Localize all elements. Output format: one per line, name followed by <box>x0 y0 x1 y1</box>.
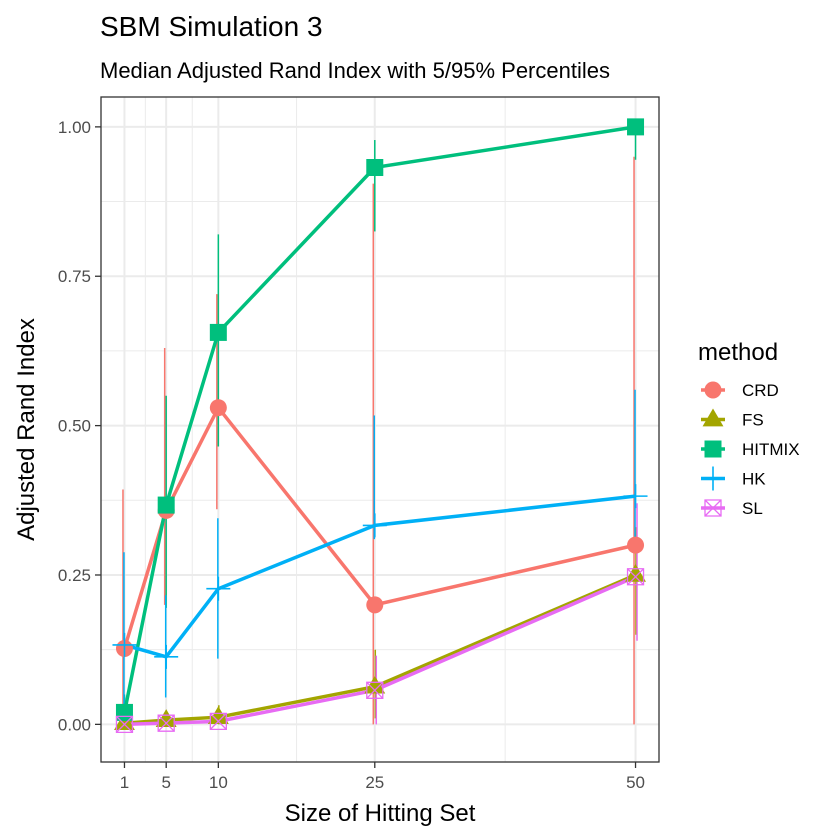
hitmix-point <box>627 118 645 136</box>
fs-point <box>155 709 177 727</box>
legend-crd-key <box>704 381 722 399</box>
fs-point <box>625 563 646 582</box>
hitmix-point <box>209 323 227 341</box>
legend-hk-key <box>701 466 725 491</box>
hk-point <box>112 632 137 657</box>
fs-point <box>114 712 135 730</box>
sl-point <box>209 712 227 731</box>
x-tick-label: 50 <box>626 773 645 792</box>
sl-point <box>115 715 134 734</box>
legend-crd-label: CRD <box>742 381 779 400</box>
sl-point <box>626 568 645 586</box>
legend-hitmix-label: HITMIX <box>742 440 800 459</box>
y-tick-label: 0.75 <box>58 267 91 286</box>
sl-point <box>366 681 384 699</box>
x-axis-title: Size of Hitting Set <box>285 800 476 827</box>
hitmix-point <box>366 159 384 177</box>
hk-point <box>206 576 231 601</box>
legend-fs-label: FS <box>742 411 764 430</box>
fs-point <box>207 706 229 725</box>
legend-fs-key <box>702 408 724 427</box>
hitmix-point <box>157 496 175 514</box>
crd-point <box>209 399 227 417</box>
y-tick-label: 0.25 <box>58 566 91 585</box>
hk-point <box>362 513 387 538</box>
legend-sl-key <box>704 499 722 517</box>
x-tick-label: 5 <box>161 773 170 792</box>
x-tick-label: 1 <box>120 773 129 792</box>
crd-point <box>627 536 645 554</box>
legend-sl-label: SL <box>742 499 763 518</box>
y-axis-title: Adjusted Rand Index <box>13 318 40 541</box>
chart-title: SBM Simulation 3 <box>100 11 323 42</box>
crd-point <box>366 596 384 614</box>
plot-panel-border <box>100 96 660 763</box>
legend-hk-label: HK <box>742 470 766 489</box>
chart-subtitle: Median Adjusted Rand Index with 5/95% Pe… <box>100 58 610 83</box>
y-tick-label: 0.50 <box>58 417 91 436</box>
plot-panel <box>101 97 659 762</box>
x-tick-label: 25 <box>365 773 384 792</box>
y-tick-label: 0.00 <box>58 715 91 734</box>
legend-title: method <box>698 339 778 366</box>
y-tick-label: 1.00 <box>58 118 91 137</box>
sl-point <box>157 714 175 732</box>
fs-point <box>364 675 386 694</box>
hk-point <box>154 644 179 669</box>
legend: method CRD FS HITMIX HK SL <box>698 339 800 518</box>
hk-point <box>623 484 648 509</box>
x-tick-label: 10 <box>209 773 228 792</box>
legend-hitmix-key <box>704 440 722 458</box>
